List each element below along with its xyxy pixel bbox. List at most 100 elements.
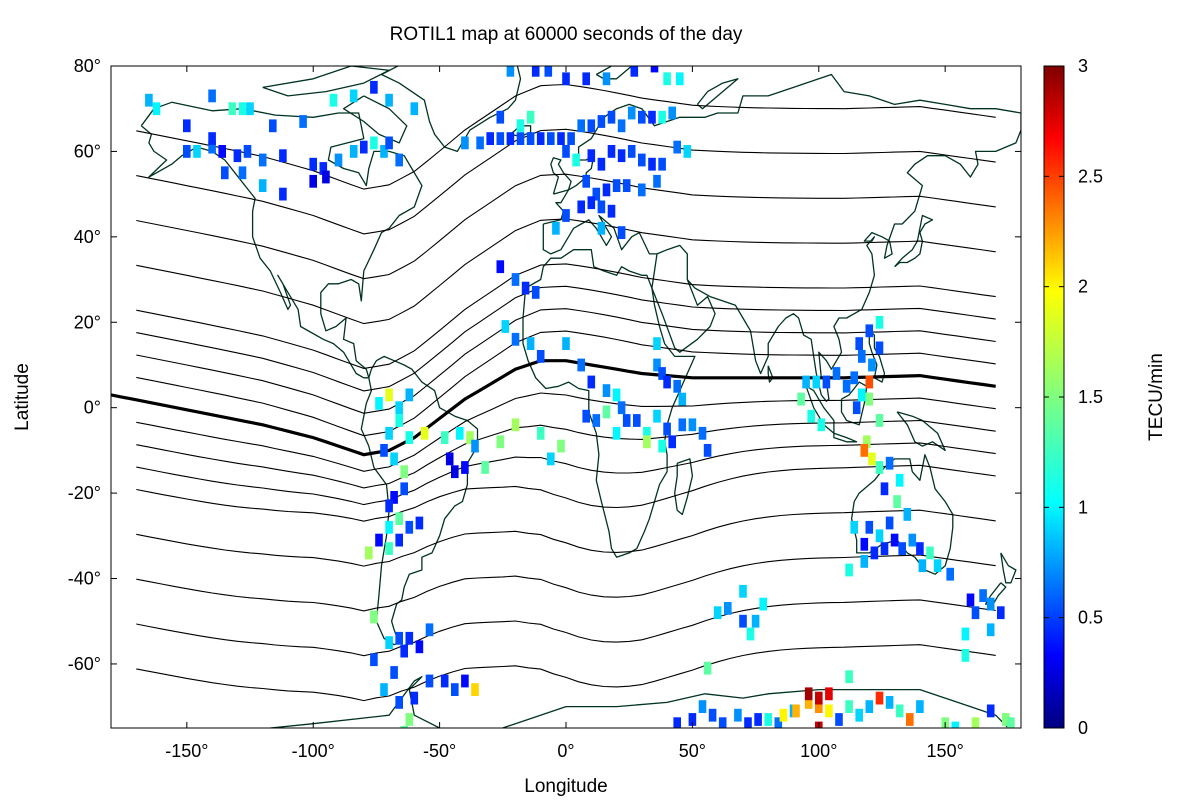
rotil-cell <box>218 145 226 158</box>
rotil-cell <box>511 418 520 432</box>
rotil-cell <box>233 149 242 163</box>
rotil-cell <box>906 713 914 726</box>
rotil-cell <box>440 431 449 444</box>
rotil-cell <box>279 149 287 163</box>
rotil-cell <box>370 136 378 150</box>
rotil-cell <box>880 482 889 496</box>
rotil-cell <box>385 136 393 150</box>
rotil-cell <box>400 482 408 496</box>
rotil-cell <box>825 704 833 718</box>
rotil-cell <box>832 367 841 380</box>
rotil-cell <box>471 683 479 696</box>
coastline-novaya-zemlya <box>696 78 739 110</box>
rotil-cell <box>208 89 216 103</box>
rotil-cell <box>885 456 894 470</box>
rotil-cell <box>536 132 545 145</box>
rotil-cell <box>627 145 636 158</box>
rotil-cell <box>238 166 247 180</box>
rotil-cell <box>658 367 666 380</box>
rotil-cell <box>506 66 515 77</box>
rotil-cell <box>658 157 666 171</box>
rotil-cell <box>804 687 813 701</box>
rotil-cell <box>612 388 621 402</box>
rotil-cell <box>329 93 338 107</box>
rotil-cell <box>638 110 646 124</box>
rotil-cell <box>663 422 671 436</box>
rotil-cell <box>612 426 621 440</box>
rotil-cell <box>208 140 216 154</box>
rotil-cell <box>650 66 659 73</box>
rotil-cell <box>643 435 651 449</box>
rotil-cell <box>633 414 641 427</box>
rotil-cell <box>496 260 505 274</box>
coastline-java <box>833 432 858 443</box>
dip-contour-line <box>136 308 996 414</box>
coastline-greenland <box>381 66 522 153</box>
rotil-cell <box>516 132 525 145</box>
rotil-cell <box>885 696 894 709</box>
rotil-cell <box>567 132 575 145</box>
colorbar-tick-label: 2.5 <box>1078 166 1103 186</box>
rotil-cell <box>812 375 821 389</box>
rotil-cell <box>476 136 484 150</box>
rotil-cell <box>865 520 874 534</box>
rotil-cell <box>587 196 596 210</box>
rotil-cell <box>496 435 505 449</box>
rotil-cell <box>916 542 924 555</box>
rotil-cell <box>986 704 995 718</box>
rotil-cell <box>536 426 545 440</box>
x-tick-label: -50° <box>423 741 456 761</box>
rotil-cell <box>774 717 783 728</box>
rotil-cell <box>562 337 570 350</box>
rotil-cell <box>817 418 826 432</box>
rotil-cell <box>860 555 869 568</box>
y-tick-label: -40° <box>68 569 101 589</box>
rotil-cell <box>420 426 429 440</box>
rotil-cell <box>885 516 894 530</box>
dip-contour-line <box>136 173 996 280</box>
coastline-arabia-gulf <box>656 244 688 280</box>
rotil-cell <box>842 379 851 393</box>
rotil-cell <box>577 200 585 214</box>
rotil-cell <box>792 704 800 718</box>
rotil-cell <box>400 465 408 479</box>
colorbar-label: TECU/min <box>1146 353 1167 441</box>
rotil-cell <box>875 461 884 474</box>
rotil-cell <box>602 384 611 397</box>
rotil-cell <box>380 683 388 696</box>
rotil-cell <box>395 414 403 427</box>
rotil-cell <box>845 563 853 577</box>
rotil-cell <box>461 461 469 474</box>
rotil-cell <box>724 602 732 615</box>
colorbar-tick-label: 0.5 <box>1078 608 1103 628</box>
rotil-cell <box>531 286 540 299</box>
rotil-cell <box>547 132 555 145</box>
rotil-cell <box>868 452 876 466</box>
rotil-cell <box>875 414 884 427</box>
rotil-cell <box>966 593 975 607</box>
dip-contour-line <box>136 599 996 657</box>
rotil-cell <box>410 691 419 705</box>
dip-contour-line <box>136 442 996 506</box>
rotil-cell <box>617 401 626 415</box>
rotil-cell <box>390 452 398 466</box>
dip-contour-line <box>136 509 996 567</box>
rotil-cell <box>918 559 927 573</box>
rotil-cell <box>676 72 684 86</box>
rotil-cell <box>557 439 565 453</box>
rotil-cell <box>865 324 874 338</box>
rotil-cell <box>258 153 267 167</box>
coastline-sri-lanka <box>767 365 774 383</box>
rotil-cell <box>309 157 317 171</box>
rotil-cell <box>516 119 525 133</box>
rotil-cell <box>602 183 611 197</box>
rotil-cell <box>852 401 861 415</box>
rotil-cell <box>471 439 479 453</box>
rotil-cell <box>405 713 414 726</box>
rotil-cell <box>375 533 383 547</box>
rotil-cell <box>511 273 520 286</box>
rotil-cell <box>754 713 762 726</box>
chart-title: ROTIL1 map at 60000 seconds of the day <box>390 24 743 45</box>
rotil-cell <box>683 145 692 158</box>
